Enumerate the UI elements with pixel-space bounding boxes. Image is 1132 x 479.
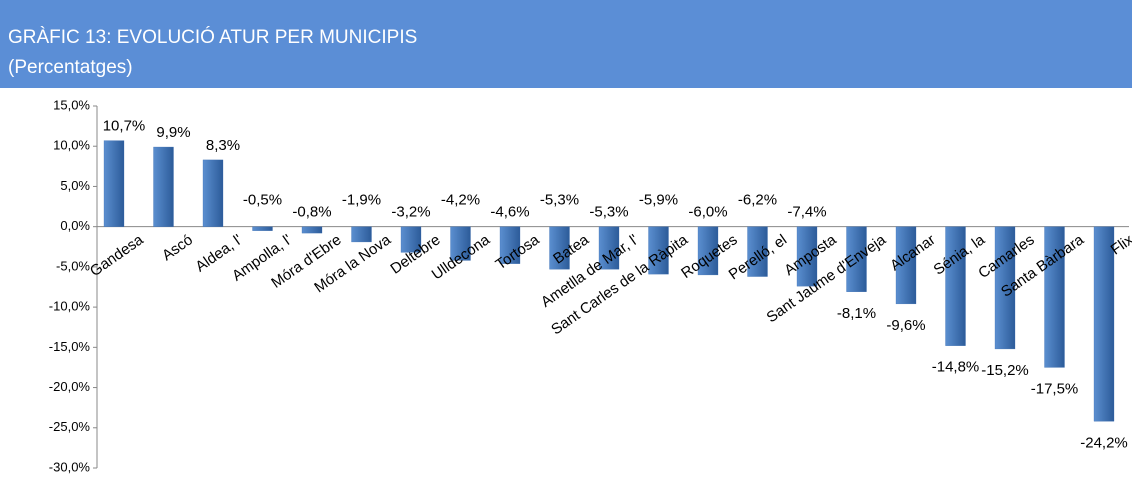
- value-label: -15,2%: [981, 362, 1029, 379]
- x-tick-label: Gandesa: [87, 231, 147, 280]
- bar: [450, 226, 471, 261]
- value-label: -5,3%: [540, 192, 579, 209]
- value-label: -4,2%: [441, 192, 480, 209]
- header-band: [0, 0, 1132, 88]
- value-label: -5,3%: [589, 204, 628, 221]
- y-tick-label: -5,0%: [56, 258, 90, 273]
- value-label: -5,9%: [639, 192, 678, 209]
- value-label: -8,1%: [837, 305, 876, 322]
- y-tick-label: 15,0%: [53, 97, 90, 112]
- value-label: -0,5%: [243, 192, 282, 209]
- bar: [1044, 226, 1065, 368]
- y-tick-label: -30,0%: [49, 459, 91, 474]
- bar: [747, 226, 768, 277]
- bar: [153, 146, 174, 227]
- bar: [598, 226, 620, 270]
- y-tick-label: 5,0%: [60, 178, 90, 193]
- bar: [252, 226, 273, 231]
- y-tick-label: -10,0%: [49, 299, 91, 314]
- value-label: -1,9%: [342, 192, 381, 209]
- value-label: -6,0%: [688, 204, 727, 221]
- y-tick-label: -25,0%: [49, 419, 91, 434]
- y-tick-label: -20,0%: [49, 379, 91, 394]
- bar: [351, 226, 372, 243]
- value-label: 10,7%: [103, 118, 146, 135]
- y-tick-label: 0,0%: [60, 218, 90, 233]
- value-label: 9,9%: [156, 124, 190, 141]
- value-label: -24,2%: [1080, 434, 1128, 451]
- value-label: 8,3%: [206, 137, 240, 154]
- chart-title: GRÀFIC 13: EVOLUCIÓ ATUR PER MUNICIPIS: [8, 26, 417, 48]
- bar: [301, 226, 323, 234]
- bar: [945, 226, 966, 346]
- value-label: -7,4%: [787, 204, 826, 221]
- value-label: -3,2%: [391, 204, 430, 221]
- chart-subtitle: (Percentatges): [8, 57, 133, 78]
- value-label: -0,8%: [292, 204, 331, 221]
- bar: [846, 226, 867, 292]
- y-tick-label: 10,0%: [53, 138, 90, 153]
- bar: [400, 226, 422, 253]
- bar: [648, 226, 669, 275]
- bar: [202, 159, 224, 227]
- x-tick-label: Ascó: [159, 231, 196, 264]
- bar: [994, 226, 1016, 350]
- bar: [895, 226, 917, 305]
- value-label: -4,6%: [490, 204, 529, 221]
- bar: [697, 226, 719, 276]
- bar: [103, 140, 125, 227]
- value-label: -17,5%: [1031, 380, 1079, 397]
- value-label: -14,8%: [932, 359, 980, 376]
- bar: [549, 226, 570, 270]
- bar: [796, 226, 818, 287]
- value-label: -9,6%: [886, 317, 925, 334]
- bar: [499, 226, 521, 264]
- bar: [1093, 226, 1115, 422]
- y-tick-label: -15,0%: [49, 339, 91, 354]
- value-label: -6,2%: [738, 192, 777, 209]
